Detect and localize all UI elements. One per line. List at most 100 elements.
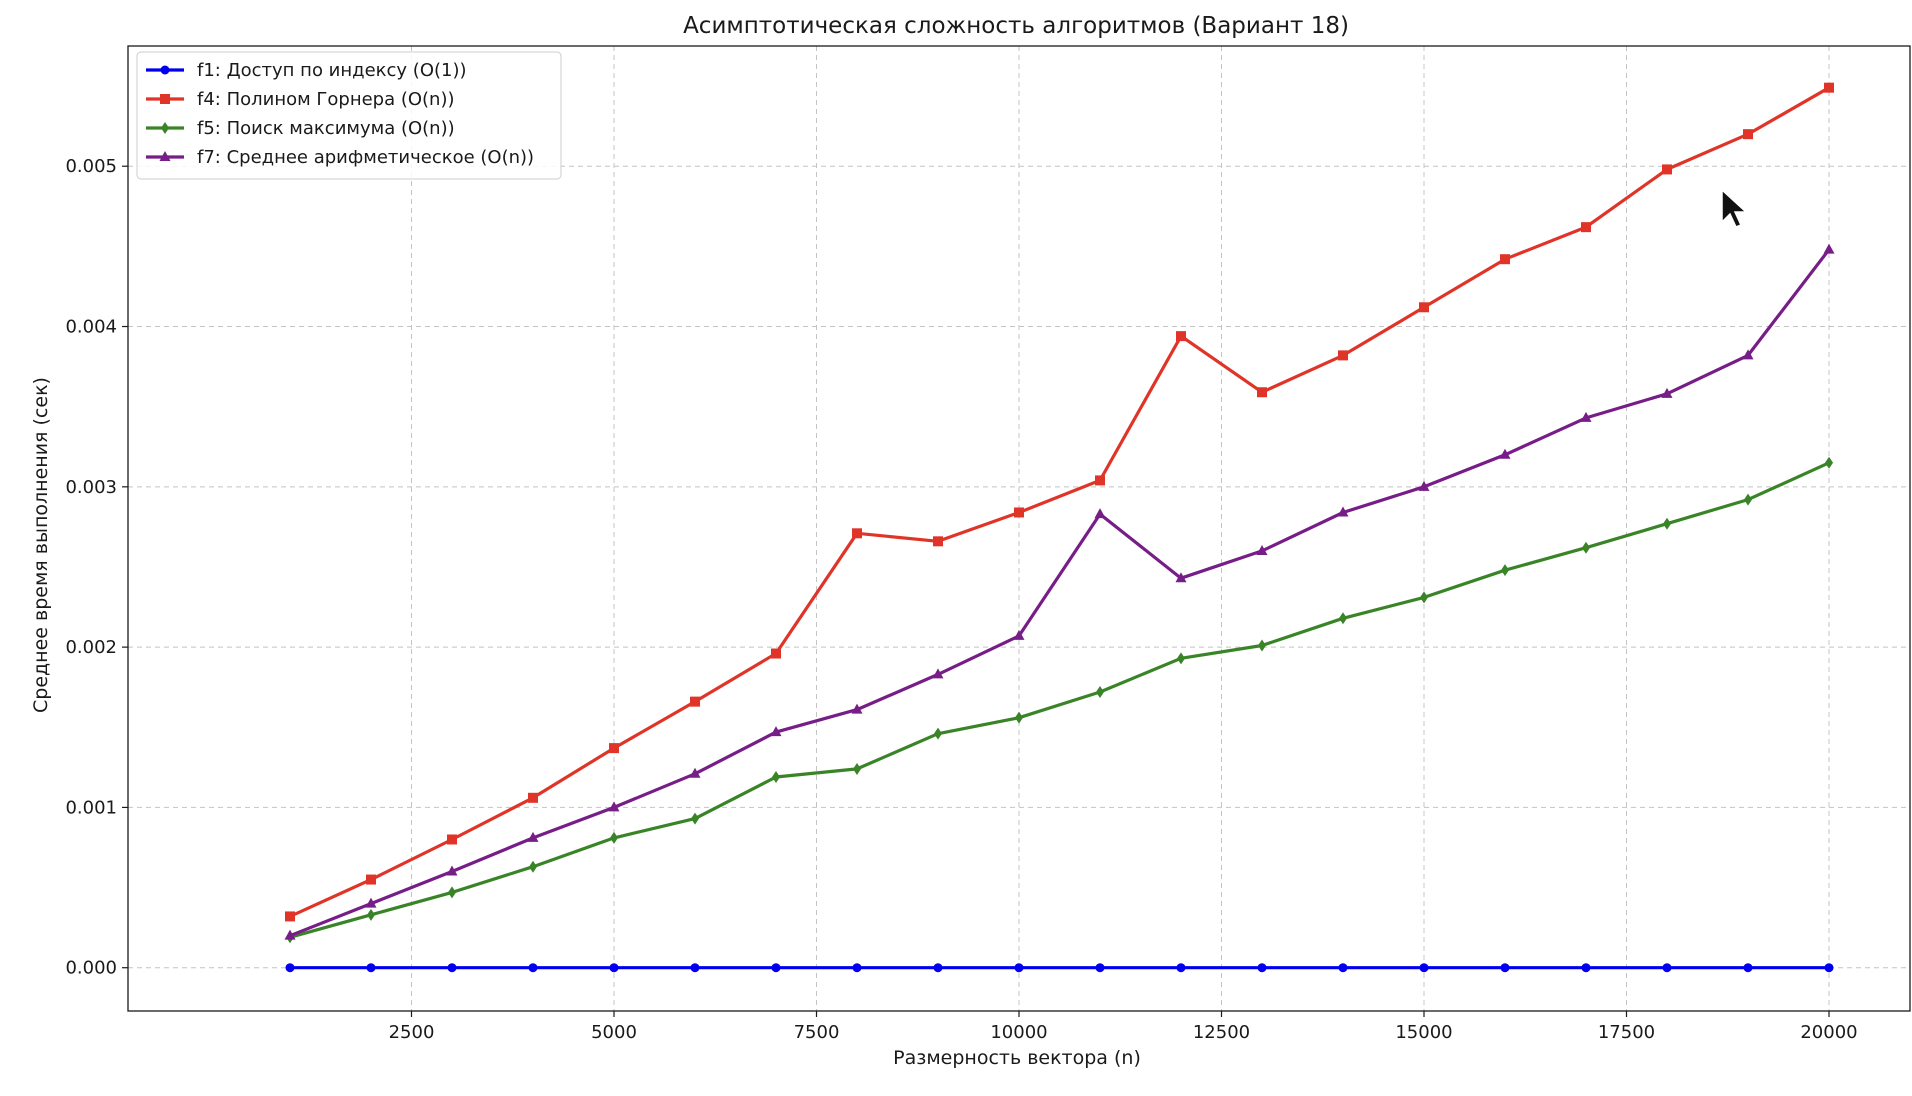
data-point <box>367 908 375 921</box>
mouse-cursor <box>1721 188 1748 228</box>
data-point <box>609 963 619 973</box>
data-point <box>1500 254 1510 265</box>
data-point <box>1015 711 1023 724</box>
x-tick-label: 5000 <box>591 1022 637 1043</box>
legend-item: f7: Среднее арифметическое (O(n)) <box>146 147 534 168</box>
data-point <box>1744 493 1752 506</box>
data-point <box>1662 164 1672 175</box>
data-point <box>1742 349 1754 360</box>
data-point <box>447 963 457 973</box>
data-point <box>285 911 295 922</box>
data-point <box>1014 963 1024 973</box>
data-point <box>1420 591 1428 604</box>
data-point <box>690 963 700 973</box>
legend-marker <box>160 65 170 75</box>
data-point <box>1176 331 1186 342</box>
data-point <box>1582 541 1590 554</box>
x-tick-label: 20000 <box>1800 1022 1857 1043</box>
data-point <box>1662 963 1672 973</box>
data-point <box>1338 350 1348 361</box>
data-point <box>448 886 456 899</box>
series-3 <box>286 456 1833 944</box>
data-point <box>1499 448 1511 459</box>
data-point <box>1013 629 1025 640</box>
legend-label: f4: Полином Горнера (O(n)) <box>197 89 455 110</box>
series-line <box>289 248 1831 938</box>
data-point <box>1257 963 1267 973</box>
data-point <box>1580 411 1592 422</box>
data-point <box>1418 480 1430 491</box>
data-point <box>1175 572 1187 583</box>
data-point <box>932 668 944 679</box>
data-point <box>1095 475 1105 486</box>
series-4 <box>284 243 1835 940</box>
data-point <box>529 860 537 873</box>
data-point <box>771 648 781 659</box>
data-point <box>1823 243 1835 254</box>
data-point <box>1419 963 1429 973</box>
series-2 <box>285 82 1834 922</box>
data-point <box>528 792 538 803</box>
series-line <box>289 86 1830 918</box>
y-tick-label: 0.001 <box>65 797 117 818</box>
data-point <box>771 963 781 973</box>
data-point <box>1176 963 1186 973</box>
data-point <box>366 963 376 973</box>
x-tick-label: 12500 <box>1193 1022 1250 1043</box>
data-point <box>1824 82 1834 93</box>
chart-title: Асимптотическая сложность алгоритмов (Ва… <box>683 13 1349 39</box>
data-point <box>1419 302 1429 313</box>
data-point <box>770 726 782 737</box>
data-point <box>1014 507 1024 518</box>
data-point <box>608 801 620 812</box>
y-axis-label: Среднее время выполнения (сек) <box>30 377 52 713</box>
series-layer <box>284 82 1835 973</box>
data-point <box>285 963 295 973</box>
y-tick-label: 0.000 <box>65 958 117 979</box>
legend-marker <box>160 94 170 104</box>
data-point <box>853 762 861 775</box>
data-point <box>1337 506 1349 517</box>
x-tick-label: 17500 <box>1598 1022 1655 1043</box>
data-point <box>1501 564 1509 577</box>
legend-marker <box>159 151 171 161</box>
data-point <box>366 874 376 885</box>
data-point <box>1095 963 1105 973</box>
x-axis-label: Размерность вектора (n) <box>893 1047 1141 1069</box>
data-point <box>446 865 458 876</box>
legend: f1: Доступ по индексу (O(1)) f4: Полином … <box>136 51 562 180</box>
data-point <box>1743 963 1753 973</box>
data-point <box>933 963 943 973</box>
y-tick-label: 0.004 <box>65 317 117 338</box>
series-line <box>289 461 1830 939</box>
legend-marker <box>161 122 169 134</box>
data-point <box>933 536 943 547</box>
data-point <box>1177 652 1185 665</box>
legend-box <box>136 51 562 180</box>
data-point <box>691 812 699 825</box>
data-point <box>852 528 862 539</box>
data-point <box>528 963 538 973</box>
y-tick-label: 0.003 <box>65 477 117 498</box>
data-point <box>934 727 942 740</box>
y-tick-label: 0.002 <box>65 637 117 658</box>
data-point <box>365 897 377 908</box>
legend-item: f4: Полином Горнера (O(n)) <box>146 89 455 110</box>
data-point <box>689 767 701 778</box>
data-point <box>1338 963 1348 973</box>
data-point <box>1500 963 1510 973</box>
data-point <box>852 963 862 973</box>
x-tick-label: 7500 <box>794 1022 840 1043</box>
data-point <box>1339 612 1347 625</box>
legend-label: f5: Поиск максимума (O(n)) <box>197 118 455 139</box>
data-point <box>1096 686 1104 699</box>
data-point <box>284 929 296 940</box>
legend-label: f7: Среднее арифметическое (O(n)) <box>197 147 534 168</box>
data-point <box>1743 129 1753 140</box>
x-tick-label: 15000 <box>1395 1022 1452 1043</box>
legend-label: f1: Доступ по индексу (O(1)) <box>197 60 467 81</box>
legend-item: f1: Доступ по индексу (O(1)) <box>146 60 467 81</box>
data-point <box>527 831 539 842</box>
y-tick-label: 0.005 <box>65 156 117 177</box>
